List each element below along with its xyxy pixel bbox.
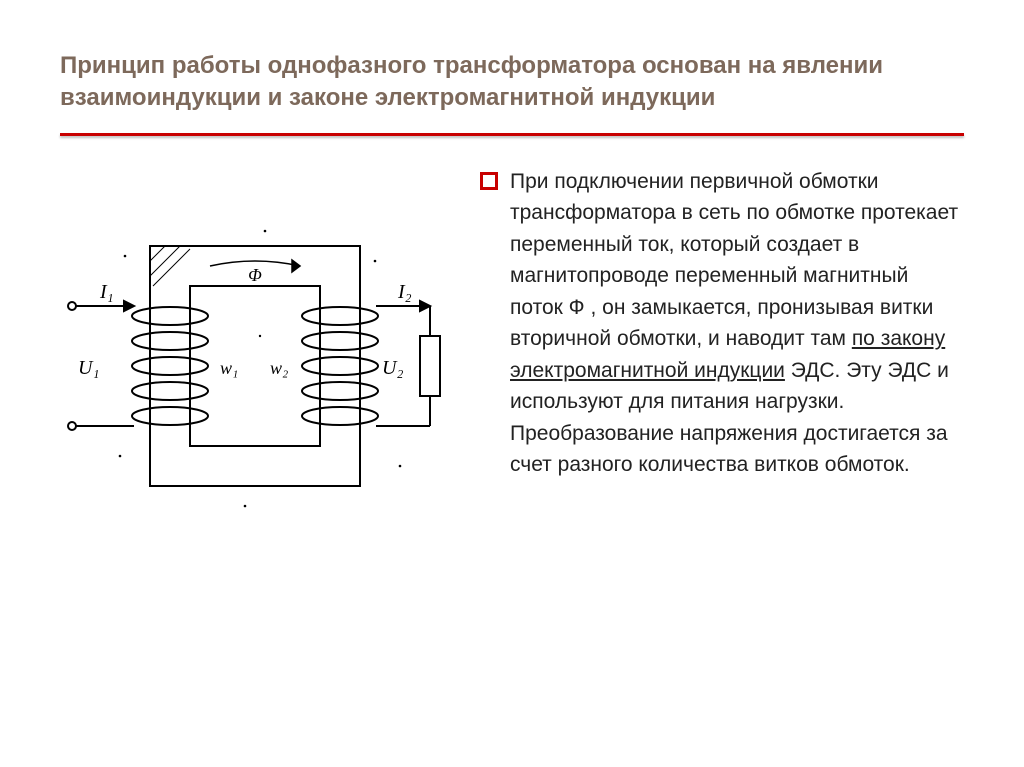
label-i1: I₁	[99, 281, 114, 303]
page-title: Принцип работы однофазного трансформатор…	[60, 50, 964, 115]
bullet-icon	[480, 172, 498, 190]
label-u1: U₁	[78, 357, 99, 379]
body-p1: При подключении первичной обмотки трансф…	[510, 170, 958, 351]
label-i2: I₂	[397, 281, 412, 303]
diagram-column: Φ	[60, 166, 450, 526]
text-column: При подключении первичной обмотки трансф…	[480, 166, 964, 481]
transformer-diagram: Φ	[60, 206, 450, 526]
label-phi: Φ	[248, 265, 262, 285]
label-u2: U₂	[382, 357, 403, 379]
content-row: Φ	[60, 166, 964, 526]
label-w1: w₁	[220, 358, 238, 378]
divider	[60, 133, 964, 136]
label-w2: w₂	[270, 358, 288, 378]
body-paragraph: При подключении первичной обмотки трансф…	[510, 166, 964, 481]
